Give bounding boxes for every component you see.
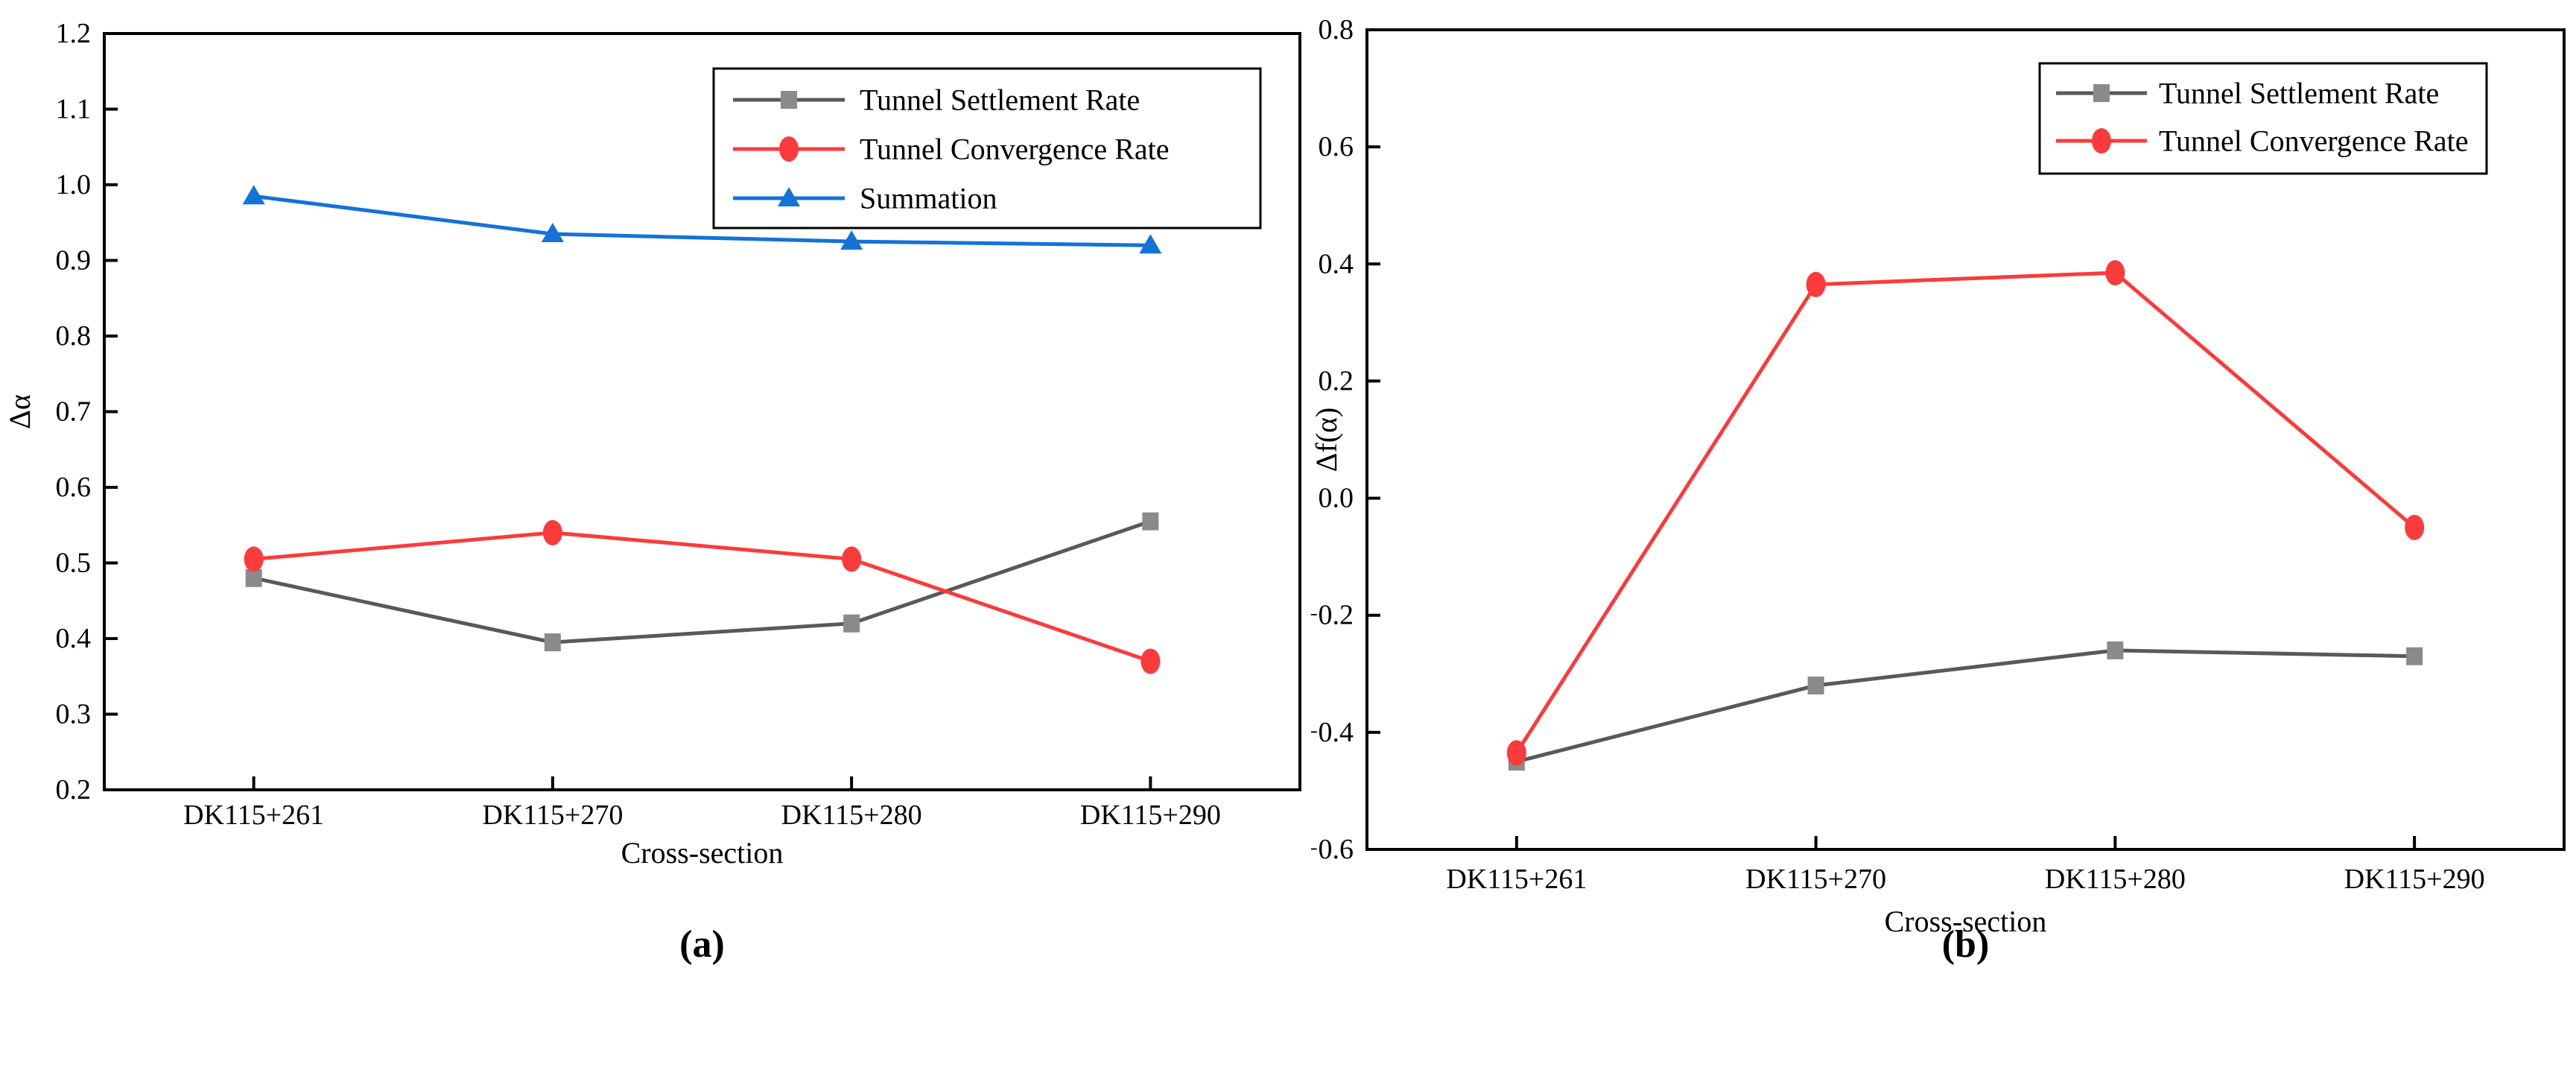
x-tick-label: DK115+280	[2045, 864, 2186, 895]
series-line-tunnel-settlement-rate	[253, 519, 1152, 645]
y-tick-label: 0.7	[56, 396, 92, 428]
x-tick-label: DK115+290	[1080, 800, 1221, 831]
y-tick-label: 0.4	[56, 623, 92, 654]
series-marker-tunnel-settlement-rate	[544, 633, 561, 652]
series-marker-tunnel-convergence-rate	[2105, 260, 2125, 286]
legend-sample-marker	[2093, 84, 2110, 102]
chart-b-svg: 0.8 0.6 0.4 0.2 0.0 −0.2 −0.4 −0.6 DK115+261 DK11…	[1311, 14, 2566, 966]
y-tick-label: 0.4	[1319, 248, 1354, 279]
y-tick-label: 0.0	[1319, 483, 1354, 514]
x-axis-label: Cross-section	[1885, 905, 2047, 938]
series-line-summation	[253, 194, 1151, 247]
series-line-tunnel-convergence-rate	[1514, 270, 2416, 754]
legend-entry-label: Tunnel Convergence Rate	[2159, 124, 2469, 158]
series-marker-tunnel-convergence-rate	[542, 519, 562, 545]
y-tick-label: −0.2	[1311, 600, 1354, 631]
series-marker-tunnel-convergence-rate	[842, 546, 862, 572]
y-tick-label: 0.2	[56, 774, 92, 805]
legend-entry-label: Tunnel Settlement Rate	[860, 83, 1140, 117]
y-tick-label: 0.8	[56, 320, 92, 352]
series-marker-tunnel-convergence-rate	[2405, 514, 2425, 540]
x-tick-label: DK115+261	[183, 800, 324, 831]
series-marker-tunnel-convergence-rate	[1141, 648, 1161, 674]
y-tick-label: 0.6	[1319, 131, 1354, 162]
y-tick-label: 1.0	[56, 169, 92, 200]
legend-entry-label: Tunnel Convergence Rate	[860, 133, 1170, 166]
y-tick-label: 1.1	[56, 94, 92, 125]
series-marker-tunnel-settlement-rate	[2406, 647, 2423, 665]
x-tick-label: DK115+261	[1446, 864, 1587, 895]
series-marker-summation	[1139, 234, 1162, 254]
y-axis-label: Δf(α)	[1311, 408, 1343, 472]
y-tick-label: −0.6	[1311, 834, 1354, 865]
panel-caption: (a)	[679, 923, 725, 966]
legend-entry-label: Tunnel Settlement Rate	[2159, 77, 2439, 110]
x-tick-label: DK115+280	[781, 800, 922, 831]
legend-sample-marker	[781, 91, 797, 109]
legend-sample-marker	[2092, 128, 2111, 153]
chart-b-panel: 0.8 0.6 0.4 0.2 0.0 −0.2 −0.4 −0.6 DK115+261 DK11…	[1311, 0, 2576, 1067]
y-tick-label: 0.3	[56, 699, 92, 730]
x-tick-label: DK115+270	[1745, 864, 1886, 895]
y-tick-label: −0.4	[1311, 717, 1354, 748]
series-marker-summation	[242, 185, 265, 205]
series-marker-tunnel-convergence-rate	[1806, 271, 1826, 297]
series-marker-summation	[541, 222, 564, 242]
y-axis-label: Δα	[3, 394, 37, 429]
x-axis-label: Cross-section	[621, 836, 784, 870]
legend-sample-marker	[778, 187, 800, 206]
chart-a-svg: 1.2 1.1 1.0 0.9 0.8 0.7 0.6 0.5 0.4 0.3 0.2 DK115+2…	[3, 18, 1301, 966]
x-tick-label: DK115+290	[2344, 864, 2485, 895]
panel-caption: (b)	[1942, 923, 1990, 966]
legend-box	[2038, 62, 2488, 175]
series-marker-summation	[840, 230, 863, 250]
y-tick-label: 0.2	[1319, 365, 1354, 396]
y-tick-label: 0.5	[56, 548, 92, 579]
series-marker-tunnel-convergence-rate	[244, 546, 264, 572]
series-line-tunnel-convergence-rate	[253, 531, 1152, 663]
series-marker-tunnel-settlement-rate	[843, 614, 860, 633]
series-marker-tunnel-settlement-rate	[245, 569, 262, 587]
y-tick-label: 0.6	[56, 472, 92, 503]
series-marker-tunnel-settlement-rate	[1142, 512, 1159, 531]
y-tick-label: 0.9	[56, 245, 92, 276]
series-marker-tunnel-settlement-rate	[2107, 641, 2124, 659]
legend-entry-label: Summation	[860, 182, 997, 215]
plot-border	[1365, 28, 2566, 851]
series-marker-tunnel-settlement-rate	[1807, 677, 1824, 694]
legend-sample-marker	[779, 136, 799, 162]
y-tick-label: 0.8	[1319, 14, 1354, 45]
x-tick-label: DK115+270	[482, 800, 623, 831]
y-tick-label: 1.2	[56, 18, 92, 49]
series-line-tunnel-settlement-rate	[1516, 648, 2415, 764]
series-marker-tunnel-convergence-rate	[1506, 740, 1526, 766]
chart-a-panel: 1.2 1.1 1.0 0.9 0.8 0.7 0.6 0.5 0.4 0.3 0.2 DK115+2…	[3, 18, 1301, 966]
